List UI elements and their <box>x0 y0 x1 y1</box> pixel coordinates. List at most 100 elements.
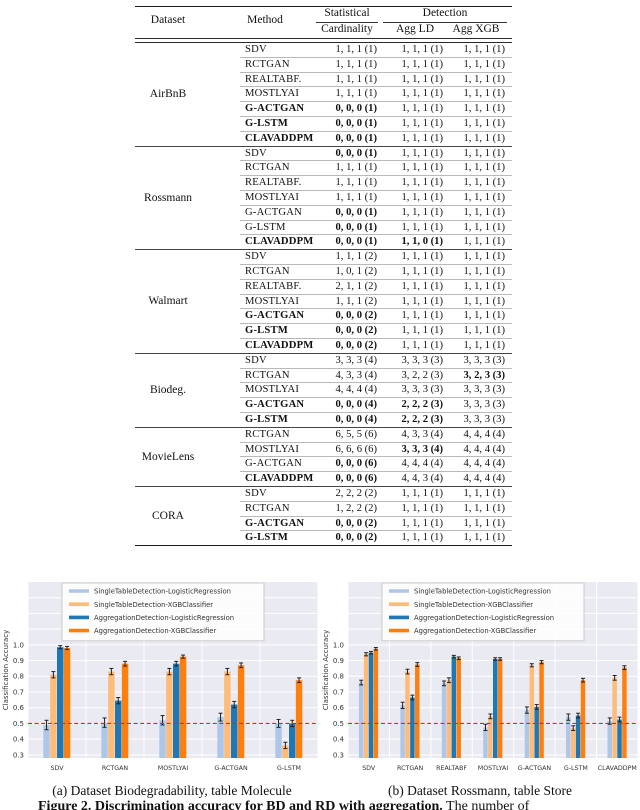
agg-ld-cell: 1, 1, 1 (1) <box>401 221 444 233</box>
method-label: MOSTLYAI <box>245 191 300 203</box>
table-row: G-ACTGAN 0, 0, 0 (2) 1, 1, 1 (1) 1, 1, 1 (1… <box>240 308 512 323</box>
agg-xgb-cell: 1, 1, 1 (1) <box>463 103 506 115</box>
table-row: RCTGAN 1, 1, 1 (1) 1, 1, 1 (1) 1, 1, 1 (1) <box>240 160 512 175</box>
agg-xgb-cell: 3, 3, 3 (3) <box>463 384 506 396</box>
method-label: MOSTLYAI <box>245 443 300 455</box>
agg-ld-cell: 1, 1, 1 (1) <box>401 117 444 129</box>
legend-box <box>61 582 265 642</box>
col-header-detection: Detection <box>422 7 468 19</box>
y-tick-label: 0.6 <box>333 704 345 712</box>
bar <box>217 717 224 758</box>
agg-xgb-cell: 1, 1, 1 (1) <box>463 339 506 351</box>
method-label: G-LSTM <box>245 413 288 425</box>
table-group: Rossmann SDV 0, 0, 0 (1) 1, 1, 1 (1) 1, 1, 1… <box>135 145 512 250</box>
cardinality-cell: 2, 1, 1 (2) <box>335 280 378 292</box>
method-label: CLAVADDPM <box>245 132 314 144</box>
table-row: RCTGAN 6, 5, 5 (6) 4, 3, 3 (4) 4, 4, 4 (4) <box>240 428 512 442</box>
y-tick-label: 0.7 <box>333 688 344 696</box>
method-label: G-LSTM <box>245 117 288 129</box>
y-axis-label: Classification Accuracy <box>322 630 330 711</box>
agg-ld-cell: 3, 3, 3 (3) <box>401 354 444 366</box>
dataset-label: CORA <box>152 510 184 522</box>
bar <box>456 658 461 758</box>
method-label: MOSTLYAI <box>245 384 300 396</box>
table-group: CORA SDV 2, 2, 2 (2) 1, 1, 1 (1) 1, 1, 1 (1)… <box>135 485 512 545</box>
chart-rossmann: SDV RCTGAN REALTABF MOSTLYAI G-ACTGAN G-LSTM C… <box>320 578 640 783</box>
cardinality-cell: 0, 0, 0 (2) <box>335 339 378 351</box>
agg-xgb-cell: 1, 1, 1 (1) <box>463 191 506 203</box>
bar <box>612 677 617 758</box>
statistical-underline <box>316 22 378 23</box>
x-tick-label: REALTABF <box>436 765 467 772</box>
cardinality-cell: 0, 0, 0 (2) <box>335 532 378 544</box>
method-label: RCTGAN <box>245 369 290 381</box>
cardinality-cell: 0, 0, 0 (1) <box>335 117 378 129</box>
legend-label: AggregationDetection-XGBClassifier <box>414 627 536 635</box>
dataset-label: AirBnB <box>149 88 187 101</box>
legend-box <box>381 582 585 642</box>
agg-ld-cell: 1, 1, 1 (1) <box>401 103 444 115</box>
table-group: MovieLens RCTGAN 6, 5, 5 (6) 4, 3, 3 (4) 4, … <box>135 426 512 486</box>
dataset-label: Walmart <box>148 295 188 308</box>
cardinality-cell: 1, 1, 1 (1) <box>335 191 378 203</box>
bar <box>295 680 303 758</box>
bar <box>415 664 420 758</box>
x-tick-label: G-ACTGAN <box>518 765 552 772</box>
cardinality-cell: 0, 0, 0 (2) <box>335 310 378 322</box>
bar <box>237 665 245 758</box>
method-label: RCTGAN <box>245 428 290 440</box>
agg-xgb-cell: 4, 4, 4 (4) <box>463 428 506 440</box>
agg-xgb-cell: 1, 1, 1 (1) <box>463 325 506 337</box>
chart-biodegradability: SDV RCTGAN MOSTLYAI G-ACTGAN G-LSTM 0.3 0.4 0.5… <box>0 578 320 783</box>
cardinality-cell: 0, 0, 0 (1) <box>335 221 378 233</box>
bar <box>57 647 64 758</box>
bar <box>566 717 571 758</box>
method-label: SDV <box>245 487 267 499</box>
table-row: REALTABF. 1, 1, 1 (1) 1, 1, 1 (1) 1, 1, 1 (… <box>240 175 512 190</box>
agg-xgb-cell: 4, 4, 4 (4) <box>463 473 506 485</box>
legend-label: SingleTableDetection-XGBClassifier <box>94 601 213 609</box>
legend-label: AggregationDetection-LogisticRegression <box>414 614 554 622</box>
x-tick-label: RCTGAN <box>102 765 128 772</box>
table-row: RCTGAN 4, 3, 3 (4) 3, 2, 2 (3) 3, 2, 3 (3) <box>240 367 512 383</box>
legend-label: SingleTableDetection-LogisticRegression <box>94 588 231 596</box>
table-row: G-LSTM 0, 0, 0 (4) 2, 2, 2 (3) 3, 3, 3 (3) <box>240 411 512 427</box>
method-label: SDV <box>245 354 267 366</box>
dataset-cell: MovieLens <box>135 428 240 486</box>
method-label: G-LSTM <box>245 325 288 337</box>
bar <box>488 716 493 758</box>
y-tick-label: 0.5 <box>13 720 24 728</box>
bar <box>405 671 410 758</box>
agg-xgb-cell: 1, 1, 1 (1) <box>463 265 506 277</box>
table-row: G-LSTM 0, 0, 0 (1) 1, 1, 1 (1) 1, 1, 1 (1) <box>240 219 512 235</box>
method-label: CLAVADDPM <box>245 236 314 248</box>
y-tick-label: 0.4 <box>333 736 345 744</box>
bar <box>358 682 364 758</box>
dataset-cell: Biodeg. <box>135 354 240 427</box>
agg-xgb-cell: 1, 1, 1 (1) <box>463 502 506 514</box>
agg-ld-cell: 3, 3, 3 (4) <box>401 443 444 455</box>
bar <box>451 656 457 758</box>
col-header-statistical: Statistical <box>324 7 370 19</box>
agg-xgb-cell: 1, 1, 1 (1) <box>463 310 506 322</box>
clipped-caption-rest: The number of <box>442 799 530 810</box>
group-rows: SDV 3, 3, 3 (4) 3, 3, 3 (3) 3, 3, 3 (3) RCTG… <box>240 354 512 427</box>
bar <box>50 674 57 758</box>
method-label: RCTGAN <box>245 265 290 277</box>
table-body: AirBnB SDV 1, 1, 1 (1) 1, 1, 1 (1) 1, 1, 1 (… <box>135 43 512 545</box>
agg-ld-cell: 1, 1, 1 (1) <box>401 532 444 544</box>
table-row: REALTABF. 2, 1, 1 (2) 1, 1, 1 (1) 1, 1, 1 (… <box>240 278 512 294</box>
agg-ld-cell: 1, 1, 1 (1) <box>401 58 444 70</box>
agg-xgb-cell: 1, 1, 1 (1) <box>463 280 506 292</box>
method-label: G-ACTGAN <box>245 458 302 470</box>
bar <box>179 656 187 758</box>
cardinality-cell: 0, 0, 0 (1) <box>335 147 378 159</box>
cardinality-cell: 0, 0, 0 (4) <box>335 413 378 425</box>
table-row: REALTABF. 1, 1, 1 (1) 1, 1, 1 (1) 1, 1, 1 (… <box>240 71 512 87</box>
cardinality-cell: 1, 1, 1 (1) <box>335 177 378 189</box>
table-row: G-LSTM 0, 0, 0 (2) 1, 1, 1 (1) 1, 1, 1 (1) <box>240 530 512 545</box>
bar <box>493 659 498 758</box>
table-row: MOSTLYAI 4, 4, 4 (4) 3, 3, 3 (3) 3, 3, 3 (3… <box>240 382 512 397</box>
agg-ld-cell: 1, 1, 1 (1) <box>401 162 444 174</box>
